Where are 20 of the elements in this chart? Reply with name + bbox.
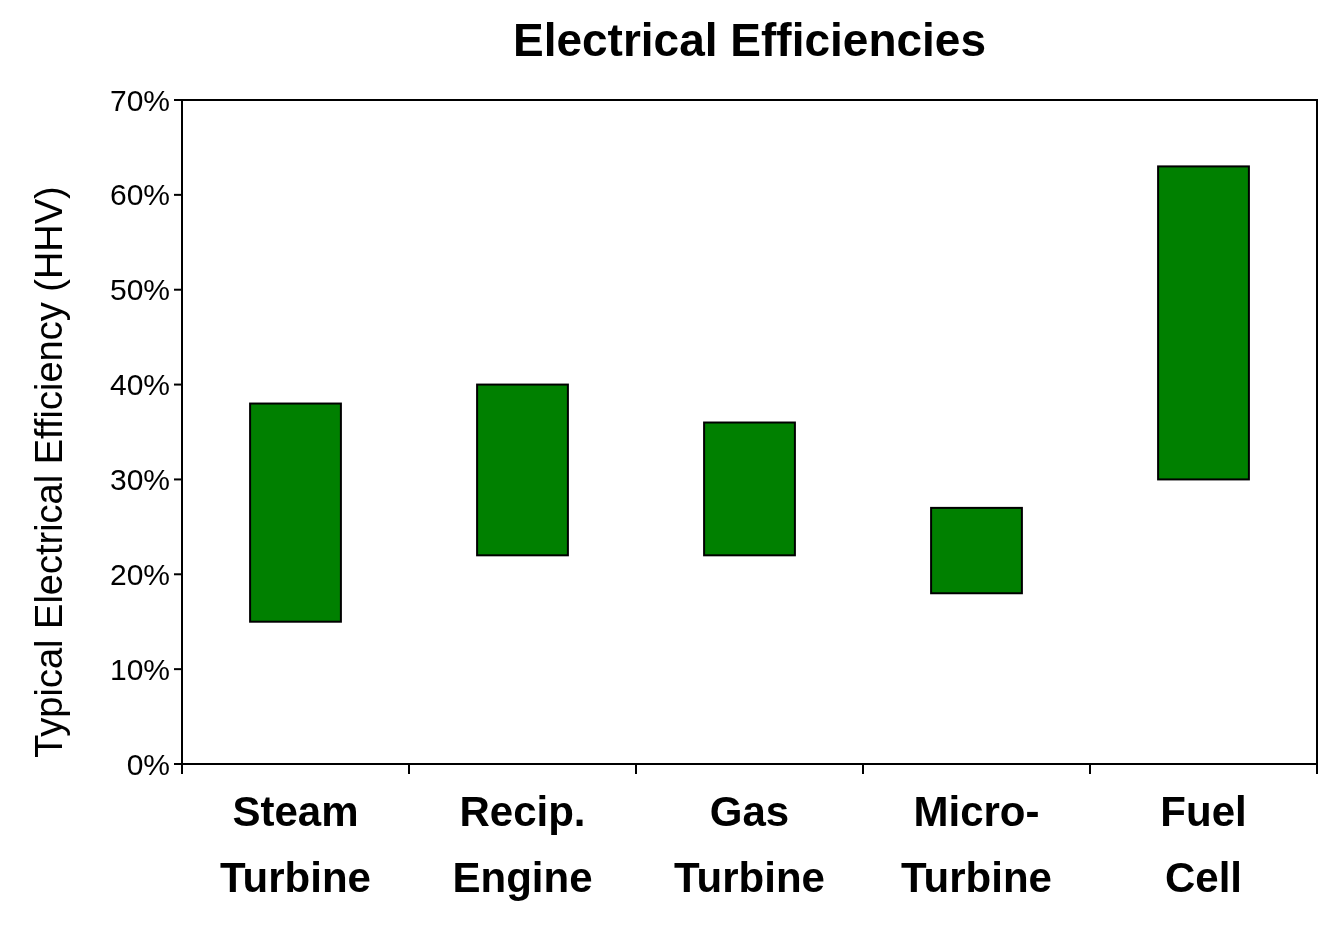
bar (703, 421, 796, 557)
x-tick-label: Recip. Engine (452, 788, 593, 901)
bar (930, 506, 1023, 595)
x-tick-label: Micro-Turbine (901, 788, 1052, 901)
y-tick-label: 0% (126, 747, 170, 781)
y-tick-label: 60% (109, 178, 170, 212)
y-tick-label: 30% (109, 462, 170, 496)
x-tick-label: Gas Turbine (674, 788, 825, 901)
x-tick-label: Steam Turbine (220, 788, 371, 901)
y-tick-label: 20% (109, 557, 170, 591)
bar (476, 383, 569, 557)
y-tick-label: 40% (109, 368, 170, 402)
bar (249, 402, 342, 623)
bar (1157, 165, 1250, 481)
y-tick-label: 10% (109, 652, 170, 686)
chart-title: Electrical Efficiencies (512, 14, 987, 66)
y-axis-title: Typical Electrical Efficiency (HHV) (28, 186, 70, 758)
y-tick-label: 50% (109, 273, 170, 307)
x-tick-label: Fuel Cell (1160, 788, 1247, 901)
y-tick-label: 70% (109, 83, 170, 117)
